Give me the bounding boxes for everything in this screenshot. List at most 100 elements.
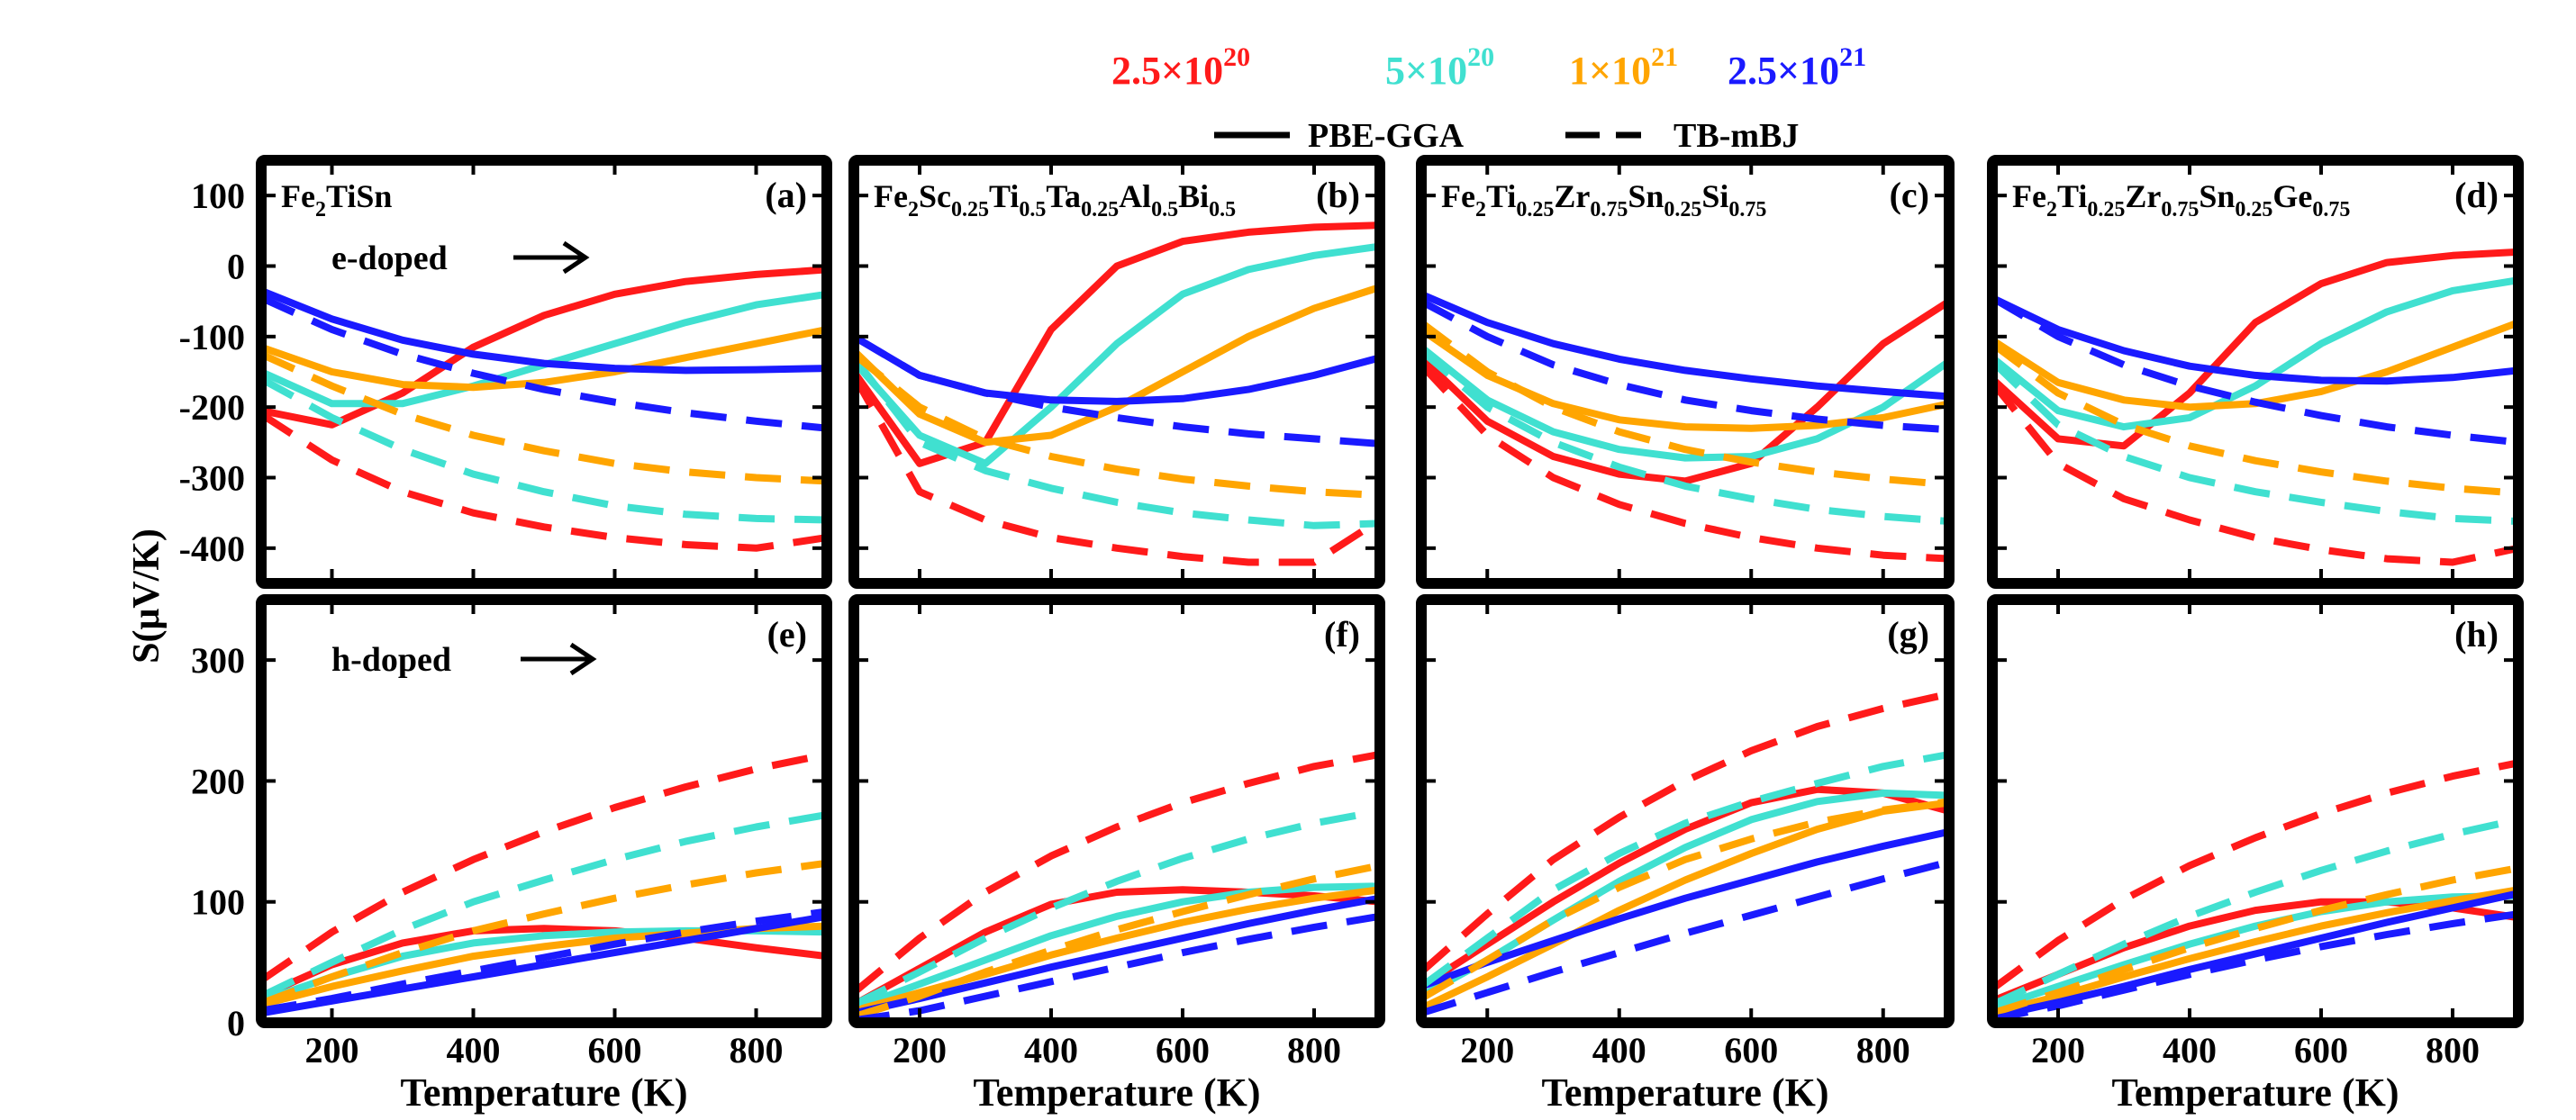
- series-line-1-10-21-pbe-gga: [1992, 886, 2518, 1017]
- legend-concentration-4: 2.5×1021: [1728, 42, 1866, 93]
- series-line-1-10-21-pbe-gga: [1421, 799, 1949, 1012]
- legend-tb-mbj: TB-mBJ: [1673, 117, 1799, 155]
- series-line-1-10-21-tb-mbj: [854, 351, 1380, 500]
- series-line-2-5-10-20-tb-mbj: [854, 750, 1380, 996]
- series-group: [854, 221, 1380, 566]
- series-line-1-10-21-tb-mbj: [1992, 340, 2518, 497]
- legend-concentration-2: 5×1020: [1385, 42, 1494, 93]
- arrow-head-icon: [569, 642, 597, 676]
- x-tick-label: 600: [1724, 1030, 1778, 1070]
- x-tick-label: 200: [1460, 1030, 1514, 1070]
- series-line-2-5-10-20-tb-mbj: [1421, 690, 1949, 975]
- series-line-2-5-10-20-tb-mbj: [854, 373, 1380, 566]
- series-group: [261, 266, 827, 552]
- series-line-5-10-20-tb-mbj: [1421, 348, 1949, 526]
- series-line-5-10-20-tb-mbj: [1421, 750, 1949, 989]
- legend-pbe-gga: PBE-GGA: [1308, 117, 1465, 155]
- x-tick-label: 200: [893, 1030, 947, 1070]
- x-tick-label: 600: [2294, 1030, 2348, 1070]
- compound-formula: Fe2TiSn: [281, 178, 392, 221]
- panel-label: (f): [1324, 614, 1360, 655]
- y-tick-label: 200: [191, 761, 245, 801]
- series-line-2-5-10-21-tb-mbj: [1421, 298, 1949, 434]
- series-group: [261, 750, 827, 1017]
- panel-label: (c): [1890, 175, 1929, 215]
- doping-annotation: e-doped: [331, 239, 448, 277]
- x-tick-label: 400: [1024, 1030, 1078, 1070]
- x-tick-label: 800: [730, 1030, 784, 1070]
- series-line-2-5-10-21-tb-mbj: [261, 294, 827, 432]
- y-tick-label: -200: [179, 387, 245, 428]
- series-group: [1992, 759, 2518, 1023]
- series-line-1-10-21-tb-mbj: [1992, 864, 2518, 1017]
- series-group: [1992, 248, 2518, 566]
- series-line-2-5-10-20-tb-mbj: [1992, 759, 2518, 992]
- series-line-2-5-10-20-tb-mbj: [1421, 362, 1949, 563]
- panel-frame: [1987, 594, 2524, 1028]
- y-tick-label: -400: [179, 528, 245, 569]
- x-axis-label-1: Temperature (K): [401, 1070, 688, 1115]
- x-axis-label-2: Temperature (K): [974, 1070, 1261, 1115]
- panel-b: (b) Fe2Sc0.25Ti0.5Ta0.25Al0.5Bi0.5: [848, 155, 1385, 589]
- series-line-5-10-20-tb-mbj: [261, 811, 827, 1000]
- panel-frame: [256, 155, 832, 589]
- y-tick-label: 100: [191, 882, 245, 923]
- panel-d: (d) Fe2Ti0.25Zr0.75Sn0.25Ge0.75: [1987, 155, 2524, 589]
- series-line-2-5-10-21-tb-mbj: [1992, 910, 2518, 1023]
- x-tick-label: 600: [1156, 1030, 1210, 1070]
- legend-concentration-3: 1×1021: [1569, 42, 1678, 93]
- compound-formula: Fe2Sc0.25Ti0.5Ta0.25Al0.5Bi0.5: [874, 178, 1236, 221]
- y-tick-label: -100: [179, 317, 245, 357]
- series-group: [1421, 690, 1949, 1017]
- series-line-5-10-20-pbe-gga: [854, 882, 1380, 1012]
- series-line-2-5-10-20-pbe-gga: [261, 266, 827, 429]
- series-line-2-5-10-20-pbe-gga: [1992, 248, 2518, 450]
- panel-g: 200 400 600 800 (g): [1416, 594, 1955, 1070]
- x-axis-label-4: Temperature (K): [2112, 1070, 2399, 1115]
- series-line-5-10-20-pbe-gga: [1421, 789, 1949, 1000]
- panel-frame: [1987, 155, 2524, 589]
- panel-frame: [848, 155, 1385, 589]
- series-line-2-5-10-20-pbe-gga: [854, 886, 1380, 1008]
- y-tick-label: 300: [191, 640, 245, 681]
- series-line-2-5-10-21-pbe-gga: [854, 333, 1380, 405]
- series-line-1-10-21-tb-mbj: [1421, 319, 1949, 489]
- series-line-2-5-10-21-pbe-gga: [854, 894, 1380, 1017]
- series-line-2-5-10-20-pbe-gga: [1421, 298, 1949, 485]
- series-line-2-5-10-21-tb-mbj: [854, 912, 1380, 1023]
- series-line-1-10-21-tb-mbj: [1421, 798, 1949, 1002]
- series-line-2-5-10-21-tb-mbj: [1421, 858, 1949, 1017]
- series-line-5-10-20-pbe-gga: [1992, 276, 2518, 431]
- series-line-5-10-20-tb-mbj: [261, 375, 827, 524]
- y-tick-label: -300: [179, 458, 245, 499]
- x-tick-label: 400: [1592, 1030, 1646, 1070]
- series-group: [854, 750, 1380, 1023]
- panel-a: -400 -300 -200 -100 0 100 (a) Fe2TiSn e-doped: [179, 155, 832, 589]
- y-tick-label: 0: [227, 1003, 245, 1043]
- panel-label: (b): [1316, 175, 1360, 215]
- x-tick-label: 200: [305, 1030, 359, 1070]
- series-line-5-10-20-tb-mbj: [1992, 358, 2518, 526]
- panel-label: (g): [1887, 614, 1929, 655]
- series-line-2-5-10-21-tb-mbj: [854, 333, 1380, 447]
- series-line-2-5-10-21-pbe-gga: [261, 912, 827, 1017]
- x-tick-label: 600: [588, 1030, 642, 1070]
- y-axis-label: S(μV/K): [126, 528, 168, 664]
- series-line-2-5-10-21-pbe-gga: [1421, 827, 1949, 990]
- panel-label: (h): [2454, 614, 2499, 655]
- series-line-5-10-20-pbe-gga: [854, 242, 1380, 467]
- series-line-2-5-10-20-tb-mbj: [261, 750, 827, 984]
- panel-h: 200 400 600 800 (h): [1987, 594, 2524, 1070]
- series-line-2-5-10-20-tb-mbj: [261, 411, 827, 552]
- panel-label: (d): [2454, 175, 2499, 215]
- series-line-5-10-20-tb-mbj: [1992, 816, 2518, 1008]
- panel-f: 200 400 600 800 (f): [848, 594, 1385, 1070]
- panel-label: (a): [765, 175, 807, 215]
- x-tick-label: 400: [447, 1030, 501, 1070]
- series-line-2-5-10-21-pbe-gga: [1421, 291, 1949, 401]
- compound-formula: Fe2Ti0.25Zr0.75Sn0.25Si0.75: [1441, 178, 1766, 221]
- series-line-2-5-10-20-pbe-gga: [1421, 785, 1949, 990]
- series-line-2-5-10-21-tb-mbj: [1992, 294, 2518, 447]
- panel-label: (e): [767, 614, 807, 655]
- series-line-5-10-20-pbe-gga: [1992, 892, 2518, 1012]
